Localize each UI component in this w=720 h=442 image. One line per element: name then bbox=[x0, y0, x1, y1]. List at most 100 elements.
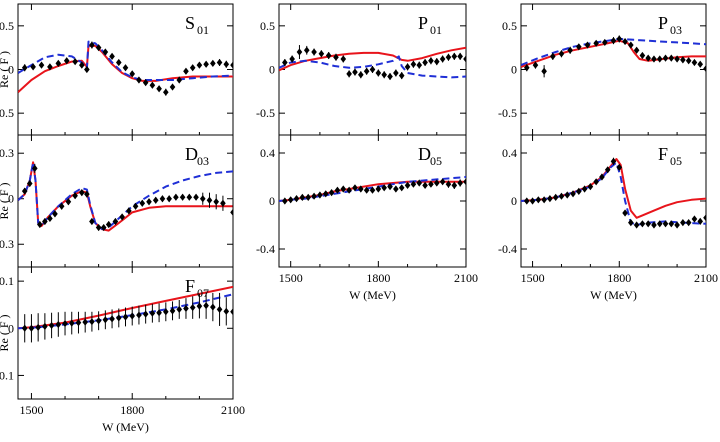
data-point bbox=[422, 58, 428, 67]
data-point bbox=[210, 59, 216, 67]
panel-name: D bbox=[185, 144, 198, 164]
data-point bbox=[363, 186, 370, 194]
data-point bbox=[457, 179, 463, 187]
data-point bbox=[680, 56, 686, 64]
data-point bbox=[622, 37, 628, 46]
data-point bbox=[305, 193, 312, 201]
panel-d03: -0.3 0 0.3 D03 Re ( F ) bbox=[0, 134, 234, 268]
data-point bbox=[445, 53, 452, 61]
data-point bbox=[645, 220, 651, 228]
data-point bbox=[169, 307, 176, 315]
plot-area bbox=[18, 161, 233, 232]
y-axis-label: Re ( F ) bbox=[0, 315, 11, 352]
y-tick-label: -0.3 bbox=[0, 237, 14, 251]
data-point bbox=[639, 51, 646, 60]
data-point bbox=[318, 50, 325, 58]
y-tick-label: 0.4 bbox=[502, 146, 517, 160]
y-tick-label: -0.4 bbox=[256, 242, 275, 256]
data-point bbox=[156, 309, 162, 317]
data-point bbox=[674, 221, 680, 229]
panel-name: D bbox=[418, 144, 431, 164]
data-point bbox=[115, 58, 122, 67]
data-point bbox=[112, 217, 119, 226]
data-point bbox=[410, 180, 417, 188]
data-point bbox=[334, 186, 341, 194]
panel-p01: -0.5 0 0.5 P 01 bbox=[256, 3, 467, 136]
data-point bbox=[152, 196, 159, 204]
data-point bbox=[109, 52, 115, 60]
x-tick-label: 1500 bbox=[19, 403, 43, 417]
data-point bbox=[223, 307, 230, 315]
data-point bbox=[282, 58, 288, 67]
data-point bbox=[303, 46, 310, 54]
data-point bbox=[662, 220, 669, 228]
data-point bbox=[451, 181, 458, 189]
data-point bbox=[65, 198, 72, 206]
panel-name-subscript: 01 bbox=[430, 23, 442, 37]
data-point bbox=[439, 178, 446, 186]
data-point bbox=[564, 191, 571, 199]
data-point bbox=[166, 195, 172, 203]
data-point bbox=[42, 322, 48, 330]
panel-name-subscript: 03 bbox=[670, 23, 682, 37]
panel-name: F bbox=[658, 144, 668, 164]
data-point bbox=[109, 315, 115, 323]
data-point bbox=[149, 81, 156, 89]
data-point bbox=[47, 63, 53, 71]
data-point bbox=[189, 303, 196, 312]
data-point bbox=[416, 61, 423, 69]
y-tick-label: 0 bbox=[8, 321, 14, 335]
x-tick-label: 1800 bbox=[607, 271, 631, 285]
data-point bbox=[346, 186, 352, 194]
data-point bbox=[163, 308, 169, 316]
blue-dashed-curve bbox=[521, 161, 706, 226]
data-point bbox=[139, 199, 146, 207]
data-point bbox=[628, 219, 634, 227]
data-point bbox=[38, 61, 45, 69]
data-point bbox=[325, 51, 332, 60]
data-point bbox=[89, 318, 95, 326]
data-point bbox=[230, 208, 233, 216]
data-point bbox=[299, 193, 306, 201]
data-point bbox=[72, 58, 78, 66]
data-point bbox=[651, 221, 657, 229]
data-point bbox=[680, 219, 686, 227]
data-point bbox=[340, 55, 347, 63]
data-point bbox=[328, 189, 335, 197]
data-point bbox=[196, 302, 203, 310]
data-point bbox=[535, 196, 542, 204]
data-point bbox=[142, 79, 149, 87]
data-point bbox=[55, 59, 62, 67]
data-point bbox=[129, 312, 136, 320]
data-point bbox=[311, 48, 317, 56]
data-point bbox=[317, 191, 323, 199]
data-point bbox=[75, 319, 82, 327]
data-point bbox=[21, 187, 28, 195]
data-point bbox=[149, 309, 156, 317]
data-point bbox=[584, 41, 591, 49]
data-point bbox=[95, 317, 102, 325]
panel-f05: -0.4 0 0.4 1500 1800 2100 F 05 W (MeV) bbox=[498, 134, 718, 302]
data-point bbox=[616, 35, 623, 43]
data-point bbox=[457, 52, 463, 60]
data-point bbox=[628, 41, 634, 49]
data-point bbox=[31, 164, 38, 172]
data-point bbox=[358, 185, 364, 193]
panel-d05: -0.4 0 0.4 1500 1800 2100 D 05 W (MeV) bbox=[256, 134, 478, 302]
data-point bbox=[82, 318, 88, 326]
data-point bbox=[404, 181, 411, 189]
data-point bbox=[549, 52, 556, 60]
data-point bbox=[296, 48, 303, 56]
data-point bbox=[189, 64, 196, 72]
data-point bbox=[340, 185, 347, 193]
data-point bbox=[587, 183, 594, 191]
data-point bbox=[352, 184, 358, 192]
data-point bbox=[463, 55, 466, 63]
y-tick-label: 0.4 bbox=[260, 146, 275, 160]
data-point bbox=[159, 195, 166, 203]
data-point bbox=[89, 217, 95, 226]
data-point bbox=[186, 193, 193, 201]
data-point bbox=[593, 39, 599, 47]
plot-area bbox=[18, 285, 233, 343]
